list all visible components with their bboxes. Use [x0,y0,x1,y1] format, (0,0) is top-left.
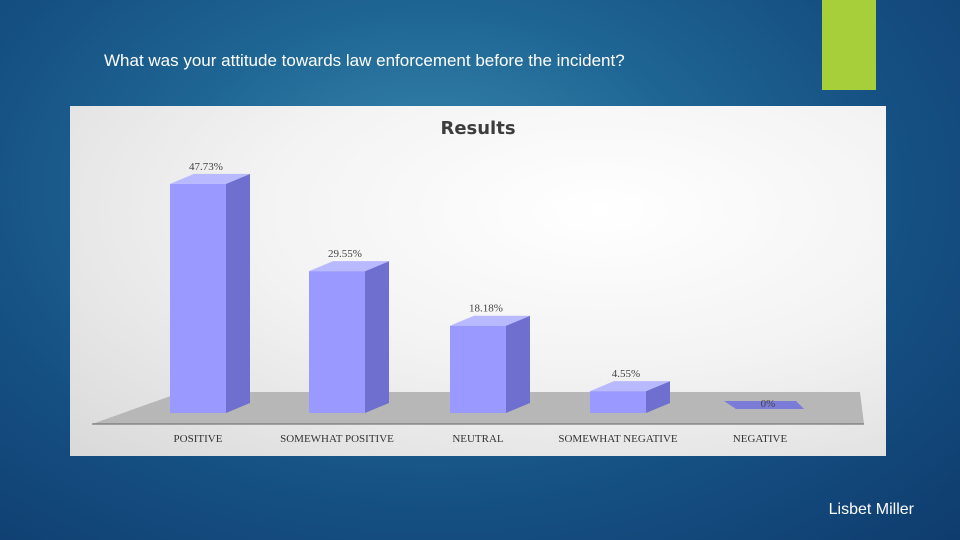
author-name: Lisbet Miller [828,501,914,518]
bar-side [506,315,530,413]
category-label-2: NEUTRAL [452,433,504,445]
bar-top [309,261,389,272]
category-label-1: SOMEWHAT POSITIVE [280,433,394,445]
value-label-2: 18.18% [469,303,503,315]
bar-front [170,183,226,413]
chart-title: Results [440,118,515,139]
category-label-4: NEGATIVE [733,433,788,445]
category-label-0: POSITIVE [174,433,223,445]
bar-side [646,381,670,413]
bar-front [590,391,646,413]
bar-front [450,325,506,413]
accent-bar [822,0,876,90]
bar-2 [450,315,530,413]
bar-side [226,173,250,413]
bar-front [309,271,365,413]
bar-top [590,381,670,392]
bar-flat [724,401,804,409]
results-chart: Results 47.73% POSITIVE 29.55% SOMEWHAT POS… [92,118,864,445]
bar-0 [170,173,250,413]
chart-panel: Results 47.73% POSITIVE 29.55% SOMEWHAT POS… [70,106,886,456]
bar-top [450,315,530,326]
value-label-4: 0% [761,398,776,410]
bar-top [170,173,250,184]
slide-question: What was your attitude towards law enfor… [104,51,625,70]
bar-1 [309,261,389,413]
value-label-0: 47.73% [189,161,223,173]
value-label-3: 4.55% [612,368,640,380]
bar-3 [590,381,670,413]
category-label-3: SOMEWHAT NEGATIVE [558,433,678,445]
bar-side [365,261,389,413]
bar-4 [724,401,804,409]
value-label-1: 29.55% [328,248,362,260]
